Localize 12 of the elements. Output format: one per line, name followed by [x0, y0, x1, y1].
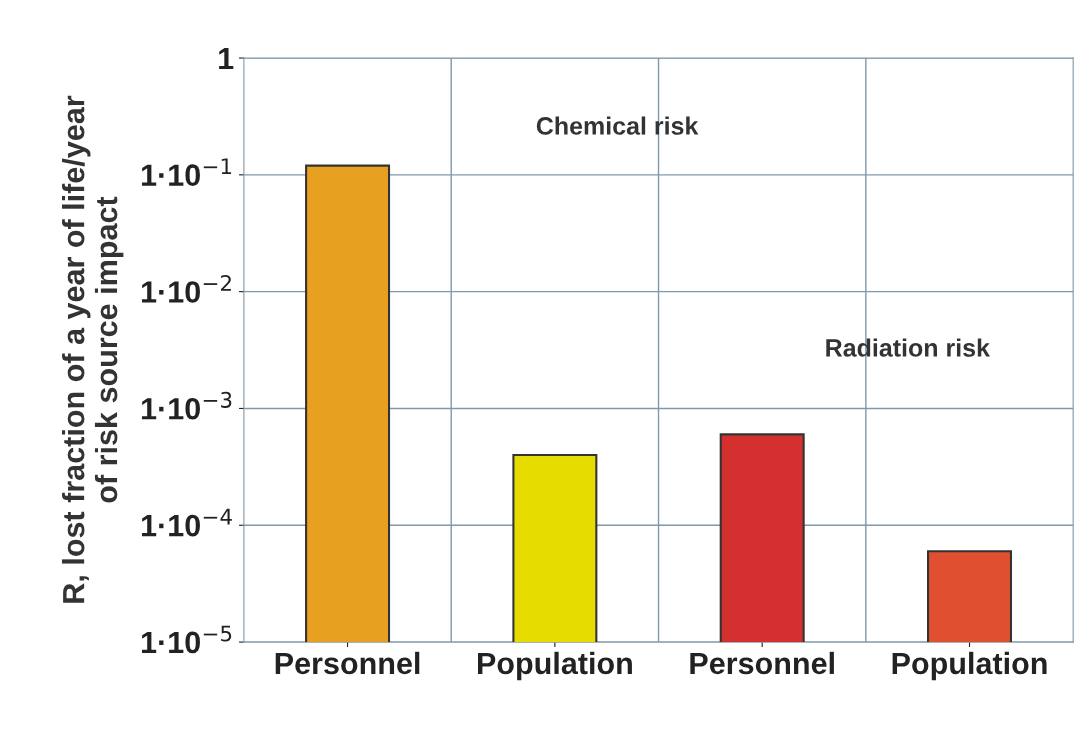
- x-tick-label: Personnel: [275, 651, 420, 675]
- y-tick-label: 1·10$^{−5}$: [141, 625, 232, 654]
- x-tick-label: Population: [478, 651, 632, 681]
- y-axis-title: R, lost fraction of a year of life/year of risk source impact: [62, 95, 124, 603]
- y-tick-label: 1·10$^{−4}$: [141, 508, 232, 537]
- y-tick-label: 1·10$^{−2}$: [141, 274, 231, 303]
- x-tick-label: Population: [892, 651, 1047, 681]
- y-tick-label: 1·10$^{−1}$: [141, 158, 232, 186]
- annotation: Radiation risk: [826, 338, 990, 357]
- y-tick-label: 1: [219, 48, 234, 70]
- x-tick-label: Personnel: [690, 651, 834, 675]
- y-tick-label: 1·10$^{−3}$: [141, 391, 232, 420]
